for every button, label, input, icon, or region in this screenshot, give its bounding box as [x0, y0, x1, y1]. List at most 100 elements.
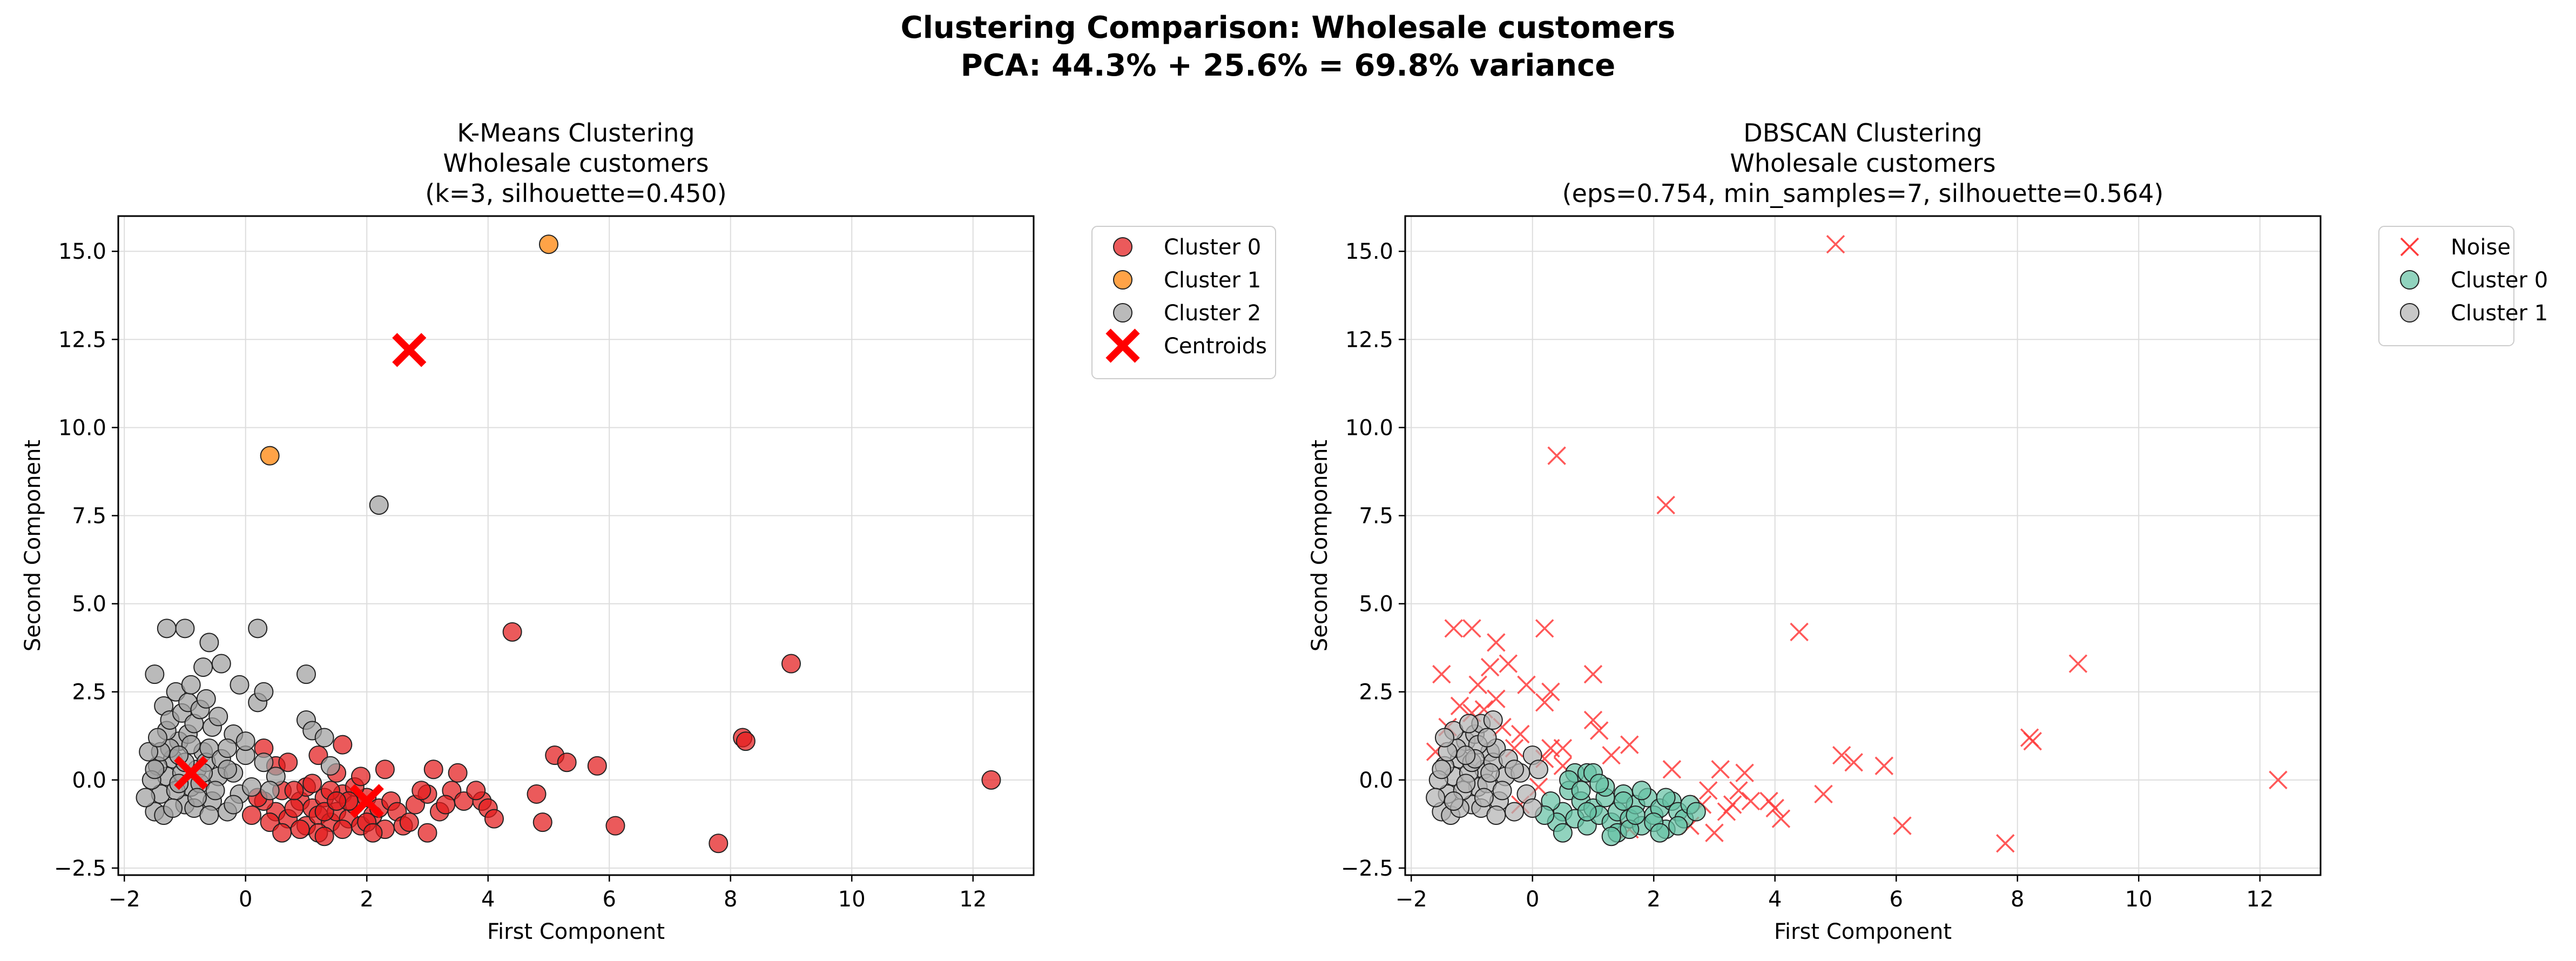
cluster-1-point [1444, 791, 1464, 811]
cluster-0-point [1553, 823, 1573, 843]
cluster-0-point [557, 752, 577, 772]
cluster-2-point [235, 731, 255, 751]
legend-marker [1105, 328, 1140, 363]
legend: Noise Cluster 0 Cluster 1 [2378, 226, 2548, 346]
legend-marker [2400, 237, 2419, 257]
noise-marker [1541, 682, 1560, 701]
noise-marker [1547, 446, 1566, 465]
cluster-2-point [248, 619, 268, 639]
centroid-marker [174, 756, 208, 790]
plot-frame [117, 215, 1035, 876]
legend-marker [2400, 303, 2419, 322]
cluster-2-point [241, 777, 261, 797]
cluster-0-point [781, 654, 801, 674]
plot-frame [1404, 215, 2322, 876]
noise-marker [1589, 721, 1609, 740]
noise-marker [2068, 654, 2088, 673]
cluster-2-point [187, 788, 207, 808]
y-tick-label: 12.5 [1345, 327, 1393, 352]
noise-marker [1893, 816, 1912, 835]
x-tick-label: −2 [1395, 887, 1427, 912]
centroid-marker [392, 333, 427, 367]
noise-marker [1662, 760, 1682, 779]
x-tick-label: 8 [724, 887, 737, 912]
cluster-1-point [1456, 745, 1476, 765]
y-tick-label: −2.5 [54, 856, 106, 881]
x-tick-label: 10 [838, 887, 866, 912]
x-tick-label: 6 [1890, 887, 1903, 912]
noise-marker [1480, 657, 1500, 677]
cluster-2-point [230, 675, 249, 695]
y-tick-label: 12.5 [58, 327, 106, 352]
cluster-2-point [205, 781, 225, 801]
cluster-0-point [278, 752, 298, 772]
y-axis-label: Second Component [21, 440, 45, 651]
y-tick-label: 7.5 [72, 504, 106, 529]
cluster-0-point [314, 826, 334, 846]
cluster-2-point [181, 675, 201, 695]
noise-marker [1602, 745, 1621, 765]
cluster-0-point [532, 812, 552, 832]
cluster-0-point [1656, 788, 1676, 808]
y-tick-label: −2.5 [1341, 856, 1393, 881]
cluster-0-point [375, 760, 395, 779]
cluster-2-point [218, 738, 238, 758]
cluster-0-point [284, 798, 304, 818]
x-tick-label: 2 [1647, 887, 1661, 912]
y-tick-label: 15.0 [58, 239, 106, 264]
cluster-0-point [1626, 805, 1646, 825]
noise-marker [1535, 619, 1554, 638]
cluster-0-point [284, 781, 304, 801]
cluster-0-point [527, 784, 547, 804]
figure-title-line2: PCA: 44.3% + 25.6% = 69.8% variance [961, 48, 1616, 83]
legend-label: Cluster 1 [1164, 268, 1261, 293]
noise-marker [1583, 664, 1603, 684]
noise-marker [1705, 823, 1724, 842]
cluster-0-point [412, 781, 431, 801]
cluster-2-point [196, 689, 216, 709]
cluster-2-point [157, 619, 177, 639]
cluster-0-point [1614, 791, 1634, 811]
cluster-1-point [1492, 781, 1512, 801]
cluster-0-point [417, 823, 437, 843]
plot-title-line: DBSCAN Clustering [1743, 118, 1982, 147]
x-tick-label: 8 [2011, 887, 2024, 912]
plot-title-line: (k=3, silhouette=0.450) [425, 179, 726, 208]
legend-label: Noise [2451, 235, 2511, 260]
x-tick-label: 4 [1768, 887, 1782, 912]
x-tick-label: −2 [109, 887, 140, 912]
cluster-0-point [290, 819, 310, 839]
legend-label: Cluster 0 [2451, 268, 2548, 293]
cluster-2-point [199, 633, 219, 653]
noise-marker [1814, 784, 1833, 804]
y-tick-label: 2.5 [1359, 680, 1393, 705]
noise-marker [1735, 763, 1754, 783]
cluster-1-point [1477, 728, 1497, 748]
noise-marker [1699, 781, 1718, 800]
legend-label: Cluster 2 [1164, 301, 1261, 326]
noise-marker [1741, 791, 1761, 811]
y-tick-label: 5.0 [72, 592, 106, 617]
cluster-1-point [1426, 788, 1446, 808]
y-tick-label: 7.5 [1359, 504, 1393, 529]
noise-marker [1771, 809, 1791, 828]
cluster-0-point [399, 812, 419, 832]
x-tick-label: 0 [1526, 887, 1539, 912]
noise-marker [1468, 675, 1487, 694]
y-tick-label: 2.5 [72, 680, 106, 705]
cluster-0-point [1668, 816, 1688, 836]
cluster-2-point [175, 619, 195, 639]
cluster-0-point [333, 735, 353, 755]
legend-label: Cluster 1 [2451, 301, 2548, 326]
cluster-2-point [136, 788, 156, 808]
cluster-0-point [709, 834, 729, 854]
noise-marker [1511, 724, 1530, 744]
cluster-0-point [502, 622, 522, 642]
cluster-2-point [320, 756, 340, 776]
noise-marker [1535, 693, 1554, 712]
y-tick-label: 0.0 [72, 768, 106, 793]
cluster-0-point [981, 770, 1001, 790]
